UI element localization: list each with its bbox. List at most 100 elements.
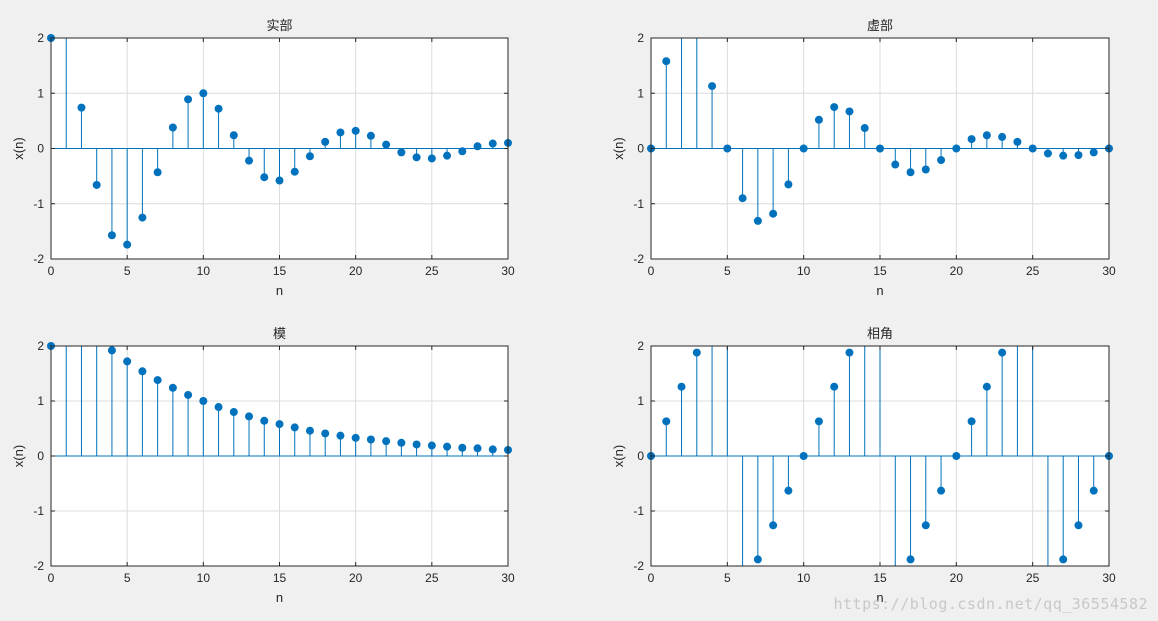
stem-marker [92,180,101,189]
stem-marker [814,417,823,426]
stem-marker [1089,486,1098,495]
x-tick-label: 5 [124,264,131,278]
chart-title: 实部 [266,19,292,34]
stem-marker [488,139,497,148]
stem-marker [967,417,976,426]
y-tick-label: 1 [37,86,44,100]
x-tick-label: 0 [648,264,655,278]
stem-marker [290,423,299,432]
x-axis-label: n [276,283,283,298]
stem-marker [412,440,421,449]
y-tick-label: 2 [37,339,44,353]
y-axis-label: x(n) [11,445,26,467]
stem-marker [814,115,823,124]
x-tick-label: 5 [724,571,731,585]
stem-marker [336,128,345,137]
stem-marker [397,148,406,157]
x-tick-label: 5 [124,571,131,585]
stem-marker [921,521,930,530]
y-axis-label: x(n) [611,445,626,467]
stem-marker [1074,151,1083,160]
stem-marker [1043,149,1052,158]
stem-marker [952,452,961,460]
stem-marker [229,131,238,140]
stem-marker [275,176,284,185]
stem-marker [692,348,701,357]
stem-marker [891,160,900,169]
stem-marker [427,154,436,163]
stem-marker [427,441,436,450]
stem-marker [321,429,330,438]
stem-marker [382,437,391,446]
stem-marker [799,452,808,460]
stem-marker [1089,148,1098,157]
x-axis-label: n [876,590,883,605]
stem-marker [275,420,284,429]
x-tick-label: 10 [797,264,811,278]
x-tick-label: 30 [501,264,515,278]
stem-marker [769,209,778,218]
stem-marker [184,390,193,399]
y-tick-label: -1 [33,504,44,518]
stem-marker [214,403,223,412]
stem-marker [443,151,452,160]
x-tick-label: 25 [425,571,439,585]
y-tick-label: 2 [637,339,644,353]
stem-marker [662,57,671,66]
stem-marker [753,555,762,564]
x-tick-label: 25 [425,264,439,278]
y-axis-label: x(n) [611,137,626,159]
stem-marker [397,438,406,447]
x-tick-label: 15 [273,571,287,585]
stem-marker [830,103,839,112]
stem-marker [199,89,208,98]
stem-marker [876,144,884,153]
x-axis-label: n [276,590,283,605]
stem-marker [723,144,732,153]
stem-marker [184,95,193,104]
stem-marker [245,412,254,421]
stem-marker [138,213,147,222]
stem-marker [738,194,747,203]
y-tick-label: 0 [637,449,644,463]
x-tick-label: 25 [1026,264,1040,278]
subplot-2: 0 5 10 15 20 25 30 -2 -1 0 1 2 虚部 n x(n) [611,19,1116,298]
stem-marker [1074,521,1083,530]
stem-marker [1059,555,1068,564]
y-tick-label: 2 [637,31,644,45]
x-tick-label: 20 [349,571,363,585]
y-tick-label: 2 [37,31,44,45]
x-axis-label: n [876,283,883,298]
stem-marker [906,555,915,564]
chart-title: 虚部 [867,19,893,34]
stem-marker [473,142,482,151]
x-tick-label: 15 [873,264,887,278]
stem-marker [458,147,467,156]
stem-marker [921,165,930,174]
stem-marker [199,397,208,405]
x-tick-label: 10 [197,571,211,585]
stem-marker [845,107,854,116]
y-tick-label: -2 [33,559,44,573]
x-tick-label: 25 [1026,571,1040,585]
stem-marker [708,82,717,91]
y-tick-label: -2 [633,252,644,266]
stem-marker [998,132,1007,141]
stem-marker [473,444,482,453]
stem-marker [382,140,391,149]
stem-marker [830,382,839,391]
x-tick-label: 5 [724,264,731,278]
stem-marker [753,216,762,225]
stem-marker [443,442,452,451]
stem-marker [937,156,946,165]
y-tick-label: -1 [633,504,644,518]
stem-marker [412,153,421,162]
stem-marker [366,435,375,444]
x-tick-label: 15 [873,571,887,585]
stem-marker [799,144,808,153]
stem-marker [784,486,793,495]
stem-marker [366,131,375,140]
y-tick-label: -2 [633,559,644,573]
y-tick-label: -1 [633,197,644,211]
